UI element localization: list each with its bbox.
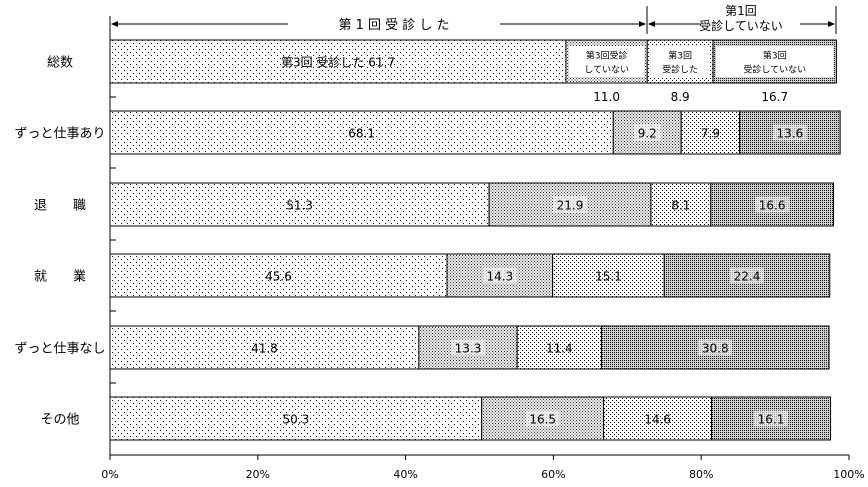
x-tick-label: 0%: [101, 468, 118, 481]
header-group2-label-bg: [700, 13, 800, 35]
bar-row: ずっと仕事なし 41.8 13.3 11.4 30.8: [14, 325, 830, 370]
x-ticks: 0% 20% 40% 60% 80% 100%: [101, 455, 865, 481]
header-group1-arrowhead-left: [111, 21, 118, 27]
total-seg-label-line1: 第3回受診: [586, 50, 628, 62]
header-group1-arrowhead-right: [639, 21, 646, 27]
bar-row: その他 50.3 16.5 14.6 16.1: [40, 396, 832, 441]
header-group2-label-line1: 第1回: [725, 4, 757, 18]
value-label: 50.3: [282, 413, 309, 427]
bar-segment: [650, 182, 712, 227]
header-group2-arrowhead-right: [828, 21, 835, 27]
value-label: 16.6: [759, 199, 786, 213]
value-label: 30.8: [702, 342, 729, 356]
bar-row: 就 業 45.6 14.3 15.1 22.4: [34, 253, 831, 298]
bars: 総数 第3回 受診した 61.7 第3回受診していない11.0第3回受診した8.9第…: [14, 39, 841, 441]
value-label: 41.8: [251, 342, 278, 356]
value-label-bg: [482, 267, 517, 284]
value-label: 8.1: [671, 199, 690, 213]
bar-segment: [109, 182, 490, 227]
bar-row: 総数 第3回 受診した 61.7 第3回受診していない11.0第3回受診した8.9第…: [47, 39, 837, 104]
x-tick-label: 40%: [393, 468, 417, 481]
bar-segment: [109, 110, 614, 155]
value-label: 51.3: [286, 199, 313, 213]
value-label-bg: [633, 124, 661, 141]
bar-segment: [552, 253, 665, 298]
total-seg-label-bg: [650, 46, 711, 77]
value-label: 13.6: [777, 127, 804, 141]
value-label: 9.2: [638, 127, 657, 141]
bar-row: ずっと仕事あり 68.1 9.2 7.9 13.6: [14, 110, 841, 155]
bar-segment: [612, 110, 682, 155]
header-group1-label: 第 1 回 受 診 し た: [338, 17, 449, 33]
header-group2-arrowhead-left: [648, 21, 655, 27]
value-label: 13.3: [455, 342, 482, 356]
total-seg-label-bg: [568, 46, 645, 77]
value-label-bg: [754, 410, 789, 427]
x-tick-label: 80%: [689, 468, 713, 481]
value-label-bg: [730, 267, 765, 284]
bar-segment: [109, 325, 420, 370]
x-tick-label: 60%: [541, 468, 565, 481]
header: 第 1 回 受 診 し た 第1回 受診していない: [109, 4, 837, 35]
value-label: 22.4: [734, 270, 761, 284]
bar-segment: [109, 396, 483, 441]
value-label: 14.6: [644, 413, 671, 427]
value-label: 21.9: [557, 199, 584, 213]
bar-segment: [680, 110, 741, 155]
category-label: 就 業: [34, 269, 86, 285]
total-seg-label-line2: していない: [584, 65, 629, 76]
value-label: 15.1: [595, 270, 622, 284]
value-label-bg: [772, 124, 807, 141]
header-group2-label-line2: 受診していない: [699, 18, 783, 33]
total-seg-label-line2: 受診していない: [743, 64, 806, 76]
total-value-label: 8.9: [671, 90, 690, 104]
bar-segment: [109, 39, 567, 84]
bar-row: 退 職 51.3 21.9 8.1 16.6: [34, 182, 834, 227]
value-label: 11.4: [546, 342, 573, 356]
total-seg1-label: 第3回 受診した 61.7: [281, 55, 395, 70]
x-tick-label: 20%: [246, 468, 270, 481]
bar-segment: [109, 253, 448, 298]
value-label-bg: [755, 196, 790, 213]
total-seg-label-line1: 第3回: [763, 50, 787, 62]
x-tick-label: 100%: [833, 468, 864, 481]
value-label: 16.5: [529, 413, 556, 427]
value-label-bg: [698, 339, 733, 356]
value-label: 68.1: [348, 127, 375, 141]
total-seg-label-line2: 受診した: [662, 64, 698, 76]
total-seg-label-line1: 第3回: [668, 50, 692, 62]
value-label: 45.6: [265, 270, 292, 284]
value-label-bg: [553, 196, 588, 213]
category-label: 総数: [47, 56, 73, 71]
category-label: ずっと仕事あり: [14, 127, 105, 142]
row-separator-ticks: [110, 96, 116, 384]
category-label: 退 職: [34, 199, 86, 214]
total-seg-label-bg: [716, 46, 834, 77]
x-axis: 0% 20% 40% 60% 80% 100%: [101, 34, 865, 481]
total-value-label: 11.0: [593, 90, 620, 104]
value-label: 14.3: [486, 270, 513, 284]
value-label-bg: [451, 339, 486, 356]
bar-segment: [516, 325, 602, 370]
category-label: ずっと仕事なし: [14, 342, 105, 357]
value-label: 7.9: [701, 127, 720, 141]
total-value-label: 16.7: [761, 90, 788, 104]
value-label: 16.1: [758, 413, 785, 427]
value-label-bg: [525, 410, 560, 427]
category-label: その他: [40, 413, 79, 428]
